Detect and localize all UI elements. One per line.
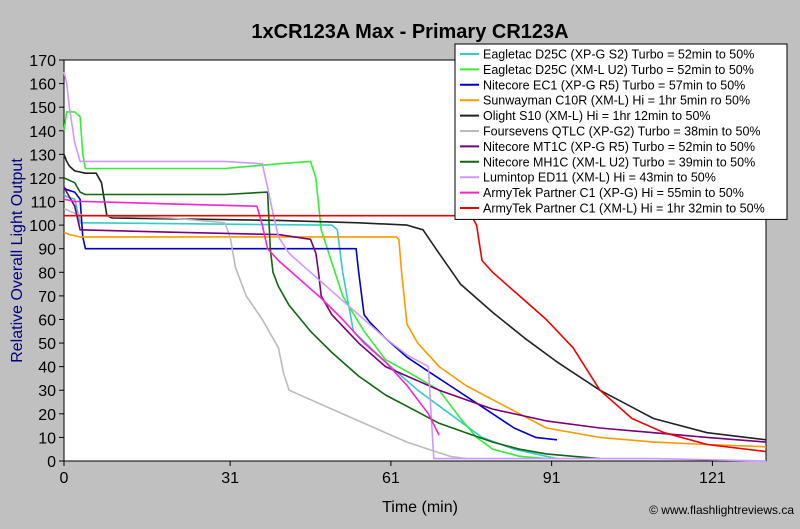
x-tick-label: 61 — [382, 470, 400, 487]
y-axis: 0 10 20 30 40 50 60 70 80 90 100 110 120 130 140 150 160… — [29, 53, 64, 471]
y-tick-label: 30 — [38, 383, 56, 400]
y-tick-label: 150 — [29, 100, 56, 117]
legend-entry: Lumintop ED11 (XM-L) Hi = 43min to 50% — [483, 171, 716, 185]
x-axis: 0 31 61 91 121 — [60, 461, 726, 487]
x-axis-label: Time (min) — [382, 499, 458, 516]
legend-entry: Nitecore MH1C (XM-L U2) Turbo = 39min to… — [483, 155, 755, 169]
y-tick-label: 0 — [47, 454, 56, 471]
series-line-7 — [63, 187, 767, 443]
legend-entry: Nitecore MT1C (XP-G R5) Turbo = 52min to… — [483, 140, 755, 154]
y-tick-label: 140 — [29, 124, 56, 141]
legend-entry: Eagletac D25C (XM-L U2) Turbo = 52min to… — [483, 63, 754, 77]
y-tick-label: 120 — [29, 171, 56, 188]
legend-entry: Nitecore EC1 (XP-G R5) Turbo = 57min to … — [483, 78, 745, 92]
legend-entry: ArmyTek Partner C1 (XP-G) Hi = 55min to … — [483, 186, 744, 200]
y-tick-label: 90 — [38, 242, 56, 259]
x-tick-label: 0 — [60, 470, 69, 487]
y-tick-label: 40 — [38, 360, 56, 377]
legend-entry: Eagletac D25C (XP-G S2) Turbo = 52min to… — [483, 48, 754, 62]
legend: Eagletac D25C (XP-G S2) Turbo = 52min to… — [454, 43, 788, 220]
y-tick-label: 70 — [38, 289, 56, 306]
series-line-3 — [63, 186, 558, 441]
series-line-4 — [63, 231, 767, 448]
series-line-9 — [63, 71, 767, 462]
x-tick-label: 121 — [699, 470, 726, 487]
y-axis-label: Relative Overall Light Output — [9, 158, 26, 363]
y-tick-label: 10 — [38, 430, 56, 447]
legend-entry: ArmyTek Partner C1 (XM-L) Hi = 1hr 32min… — [483, 202, 765, 216]
series-line-5 — [63, 154, 767, 441]
legend-entry: Olight S10 (XM-L) Hi = 1hr 12min to 50% — [483, 109, 711, 123]
copyright-annotation: © www.flashlightreviews.ca — [649, 503, 794, 517]
legend-entry: Sunwayman C10R (XM-L) Hi = 1hr 5min ro 5… — [483, 94, 750, 108]
series-line-11 — [64, 214, 767, 453]
y-tick-label: 160 — [29, 77, 56, 94]
y-tick-label: 80 — [38, 265, 56, 282]
series-line-10 — [63, 198, 440, 436]
y-tick-label: 110 — [30, 195, 56, 212]
x-tick-label: 91 — [543, 470, 561, 487]
series-group — [63, 71, 767, 462]
series-line-2 — [63, 111, 547, 460]
y-tick-label: 130 — [29, 147, 56, 164]
y-tick-label: 50 — [38, 336, 56, 353]
legend-box — [454, 43, 788, 220]
series-line-8 — [63, 177, 600, 460]
chart-title: 1xCR123A Max - Primary CR123A — [251, 21, 568, 43]
y-tick-label: 170 — [29, 53, 56, 70]
x-tick-label: 31 — [221, 470, 239, 487]
y-tick-label: 100 — [29, 218, 56, 235]
legend-entry: Foursevens QTLC (XP-G2) Turbo = 38min to… — [483, 125, 761, 139]
y-tick-label: 20 — [38, 407, 56, 424]
y-tick-label: 60 — [38, 312, 56, 329]
